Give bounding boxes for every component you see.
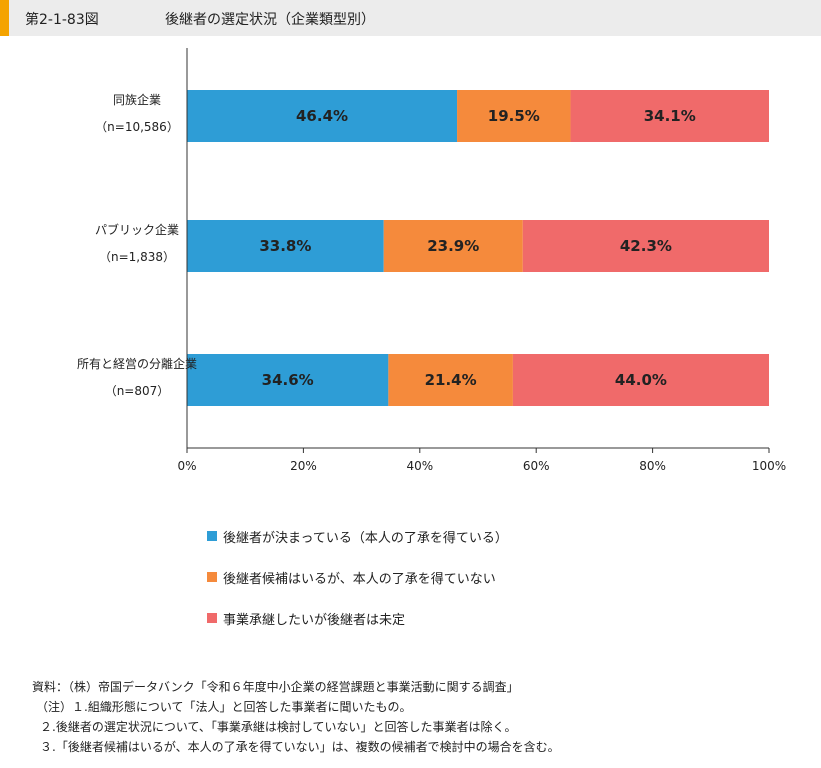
figure-number: 第2-1-83図	[25, 12, 99, 28]
data-label-decided: 33.8%	[259, 237, 311, 255]
bar-segment-decided	[187, 220, 384, 272]
note-3: ３.「後継者候補はいるが、本人の了承を得ていない」は、複数の候補者で検討中の場合…	[40, 740, 560, 754]
x-tick-label: 20%	[290, 459, 317, 473]
category-label: 所有と経営の分離企業	[77, 356, 197, 371]
category-label: パブリック企業	[95, 222, 179, 237]
data-label-undecided: 34.1%	[644, 107, 696, 125]
figure-title: 後継者の選定状況（企業類型別）	[165, 12, 375, 28]
category-count-label: （n=807）	[105, 384, 170, 398]
bar-segment-decided	[187, 90, 458, 142]
bar-segment-candidate	[457, 90, 571, 142]
bar-segment-undecided	[512, 354, 769, 406]
bar-segment-decided	[187, 354, 389, 406]
data-label-candidate: 21.4%	[425, 371, 477, 389]
bar-segment-undecided	[570, 90, 769, 142]
figure-notes: 資料：（株）帝国データバンク「令和６年度中小企業の経営課題と事業活動に関する調査…	[32, 677, 560, 757]
data-label-decided: 34.6%	[262, 371, 314, 389]
category-count-label: （n=1,838）	[99, 250, 175, 264]
x-tick-label: 80%	[639, 459, 666, 473]
data-label-undecided: 42.3%	[620, 237, 672, 255]
bar-segment-candidate	[383, 220, 523, 272]
data-label-undecided: 44.0%	[615, 371, 667, 389]
note-2: ２.後継者の選定状況について、「事業承継は検討していない」と回答した事業者は除く…	[40, 720, 517, 734]
bar-segment-candidate	[388, 354, 513, 406]
legend-label-decided: 後継者が決まっている（本人の了承を得ている）	[223, 531, 508, 546]
x-tick-label: 40%	[406, 459, 433, 473]
legend-swatch-decided	[207, 531, 217, 541]
legend-swatch-candidate	[207, 572, 217, 582]
x-tick-label: 100%	[752, 459, 786, 473]
header-accent-bar	[0, 0, 9, 36]
source-note: 資料：（株）帝国データバンク「令和６年度中小企業の経営課題と事業活動に関する調査…	[32, 680, 519, 694]
stacked-bar-chart: 46.4% 19.5% 34.1% 同族企業 （n=10,586） 33.8% 23.9% 4…	[77, 48, 786, 473]
data-label-candidate: 19.5%	[488, 107, 540, 125]
x-tick-label: 60%	[523, 459, 550, 473]
data-label-decided: 46.4%	[296, 107, 348, 125]
legend-label-undecided: 事業承継したいが後継者は未定	[223, 613, 406, 628]
category-label: 同族企業	[113, 92, 161, 107]
data-label-candidate: 23.9%	[427, 237, 479, 255]
figure-header: 第2-1-83図 後継者の選定状況（企業類型別）	[0, 0, 821, 36]
x-tick-label: 0%	[177, 459, 196, 473]
legend-label-candidate: 後継者候補はいるが、本人の了承を得ていない	[223, 572, 496, 587]
category-count-label: （n=10,586）	[95, 120, 179, 134]
bar-segment-undecided	[522, 220, 769, 272]
legend-swatch-undecided	[207, 613, 217, 623]
note-1: （注）１.組織形態について「法人」と回答した事業者に聞いたもの。	[36, 700, 412, 714]
